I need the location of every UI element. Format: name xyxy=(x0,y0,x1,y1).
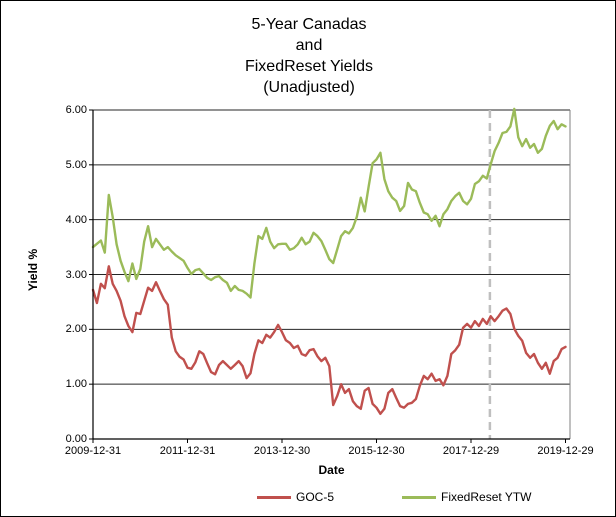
x-tick-label: 2019-12-29 xyxy=(537,445,594,457)
x-tick-label: 2013-12-30 xyxy=(253,445,311,457)
y-tick-label: 0.00 xyxy=(65,433,87,445)
x-tick-label: 2017-12-29 xyxy=(442,445,500,457)
x-tick-label: 2015-12-30 xyxy=(348,445,405,457)
y-tick-label: 4.00 xyxy=(65,213,87,226)
x-tick-label: 2011-12-31 xyxy=(159,445,216,457)
y-tick-label: 2.00 xyxy=(65,323,87,336)
chart-title-line-2: and xyxy=(295,37,323,54)
chart-title-line-1: 5-Year Canadas xyxy=(251,16,367,33)
y-tick-label: 1.00 xyxy=(65,378,87,391)
fixedreset-ytw-line-swatch-icon xyxy=(402,495,437,499)
legend: GOC-5 FixedReset YTW xyxy=(257,490,531,504)
series-line-fixedreset-ytw xyxy=(91,107,567,299)
x-tick-label: 2009-12-31 xyxy=(64,445,122,457)
legend-item-fixedreset-ytw: FixedReset YTW xyxy=(402,490,531,504)
chart-title: 5-Year Canadas and FixedReset Yields (Un… xyxy=(1,14,615,98)
legend-item-goc5: GOC-5 xyxy=(257,490,334,504)
chart-title-line-3: FixedReset Yields xyxy=(244,58,374,75)
legend-label-fixedreset-ytw: FixedReset YTW xyxy=(441,490,532,504)
y-tick-label: 5.00 xyxy=(65,158,87,171)
y-tick-label: 3.00 xyxy=(65,268,87,281)
series-line-goc-5 xyxy=(91,265,567,415)
x-axis-title: Date xyxy=(318,463,345,477)
legend-label-goc5: GOC-5 xyxy=(296,490,335,504)
y-tick-label: 6.00 xyxy=(65,104,87,116)
chart-title-line-4: (Unadjusted) xyxy=(263,79,355,96)
goc5-line-swatch-icon xyxy=(257,495,291,499)
